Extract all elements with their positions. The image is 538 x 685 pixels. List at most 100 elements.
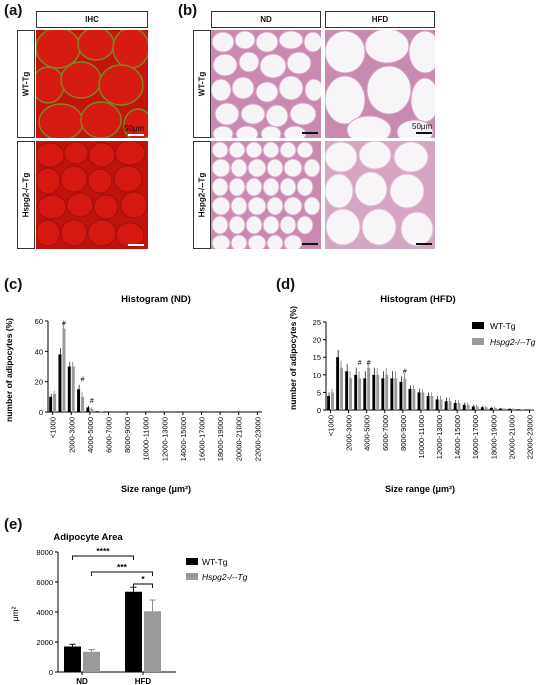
nd-ytick-label: 40 (35, 347, 43, 356)
ihc-scale-label: 50μm (124, 124, 145, 133)
hfd-bar-wt (354, 374, 358, 410)
histogram-hfd-title: Histogram (HFD) (380, 294, 455, 305)
nd-ytick-label: 0 (39, 408, 43, 417)
panel-b-row-ko: Hspg2-/--Tg (193, 141, 211, 249)
hfd-bar-wt (444, 401, 448, 410)
legend-swatch-wt (472, 322, 484, 329)
ihc-scale-bar-2 (128, 244, 144, 246)
he-nd-wt-image (211, 30, 321, 138)
hfd-annotation: # (367, 360, 371, 367)
hfd-ytick-label: 20 (313, 336, 321, 345)
he-hfd-wt-image (325, 30, 435, 138)
area-significance-label: * (141, 574, 145, 584)
hfd-ytick-label: 5 (317, 388, 321, 397)
legend-label-wt: WT-Tg (490, 321, 516, 331)
area-legend-label-wt: WT-Tg (202, 557, 228, 567)
area-ytick-label: 6000 (36, 578, 53, 587)
nd-bar-ko (71, 366, 75, 412)
ihc-scale-bar-1 (128, 134, 144, 136)
hfd-bar-ko (403, 378, 407, 410)
hfd-bar-wt (327, 395, 331, 410)
hfd-bar-wt (462, 404, 466, 410)
hfd-bar-ko (385, 374, 389, 410)
hfd-bar-ko (439, 399, 443, 410)
he-scale-bar-3 (302, 243, 318, 245)
nd-xtick-label: 8000-9000 (123, 417, 132, 453)
area-significance-label: **** (96, 546, 110, 556)
nd-annotation: # (62, 321, 66, 328)
area-bar-ko (144, 611, 161, 672)
hfd-bar-ko (331, 392, 334, 410)
hfd-xtick-label: 22000-23000 (525, 415, 534, 459)
hfd-bar-ko (511, 408, 515, 410)
hfd-xtick-label: 2000-3000 (345, 415, 354, 451)
nd-bar-wt (58, 354, 62, 412)
hfd-xtick-label: 6000-7000 (381, 415, 390, 451)
panel-b-header-hfd: HFD (325, 11, 435, 28)
nd-annotation: # (90, 398, 94, 405)
nd-bar-ko (53, 393, 57, 412)
panel-b-label: (b) (178, 2, 198, 19)
nd-xtick-label: 18000-19000 (216, 417, 225, 461)
histogram-hfd-legend: WT-Tg Hspg2-/--Tg (472, 321, 536, 347)
nd-xtick-label: 6000-7000 (104, 417, 113, 453)
histogram-nd-plot: 0 20 40 60 <1000 2000-3000 4000-5000 6000-7000 8… (35, 317, 263, 461)
hfd-xtick-label: 4000-5000 (363, 415, 372, 451)
area-ytick-label: 4000 (36, 608, 53, 617)
nd-bar-wt (77, 389, 81, 412)
hfd-bar-ko (466, 404, 470, 410)
hfd-ytick-label: 10 (313, 371, 321, 380)
nd-bar-ko (90, 408, 94, 412)
hfd-annotation: # (358, 360, 362, 367)
area-legend-swatch-ko (186, 573, 198, 580)
he-scale-bar-4 (416, 243, 432, 245)
panel-e-label: (e) (4, 516, 23, 533)
nd-xtick-label: 16000-17000 (198, 417, 207, 461)
hfd-ytick-label: 15 (313, 353, 321, 362)
area-bar-wt (125, 591, 142, 672)
hfd-bar-ko (376, 374, 380, 410)
he-scale-label: 50μm (412, 122, 433, 131)
nd-ytick-label: 60 (35, 317, 43, 326)
nd-xtick-label: 22000-23000 (253, 417, 262, 461)
hfd-bar-wt (435, 399, 439, 410)
nd-xtick-label: 4000-5000 (86, 417, 95, 453)
adipocyte-area-chart: Adipocyte Area μm² 0 2000 4000 6000 8000 ND HF… (10, 532, 248, 685)
hfd-bar-ko (349, 378, 353, 410)
hfd-bar-ko (484, 407, 488, 410)
hfd-bar-ko (421, 392, 425, 410)
hfd-bar-ko (448, 401, 452, 410)
hfd-bar-ko (457, 402, 461, 410)
area-significance-bracket (72, 555, 134, 560)
hfd-xtick-label: 16000-17000 (471, 415, 480, 459)
area-ytick-label: 2000 (36, 638, 53, 647)
hfd-ytick-label: 0 (317, 406, 321, 415)
hfd-bar-wt (363, 378, 367, 410)
legend-label-ko: Hspg2-/--Tg (490, 337, 536, 347)
hfd-bar-ko (358, 378, 362, 410)
panel-a-row-ko: Hspg2-/--Tg (17, 141, 35, 249)
adipocyte-area-title: Adipocyte Area (53, 532, 123, 543)
hfd-bar-wt (453, 402, 457, 410)
hfd-bar-ko (394, 378, 398, 410)
hfd-bar-wt (489, 407, 493, 410)
hfd-xtick-label: <1000 (327, 415, 336, 436)
hfd-bar-ko (493, 407, 497, 410)
histogram-hfd-xlabel: Size range (μm²) (385, 484, 455, 494)
hfd-bar-wt (480, 407, 484, 410)
hfd-bar-wt (471, 406, 475, 410)
area-significance-bracket (91, 571, 153, 576)
panel-a-row-wt: WT-Tg (17, 30, 35, 138)
panel-b-row-wt: WT-Tg (193, 30, 211, 138)
histogram-hfd-chart: Histogram (HFD) number of adipocytes (%)… (288, 294, 536, 494)
adipocyte-area-legend: WT-Tg Hspg2-/--Tg (186, 557, 248, 582)
hfd-xtick-label: 12000-13000 (435, 415, 444, 459)
area-bar-ko (83, 651, 100, 672)
panel-a-label: (a) (4, 2, 23, 19)
nd-xtick-label: 10000-11000 (142, 417, 151, 461)
area-ytick-label: 8000 (36, 548, 53, 557)
hfd-bar-ko (502, 408, 506, 410)
histogram-nd-title: Histogram (ND) (121, 294, 191, 305)
hfd-ytick-label: 25 (313, 318, 321, 327)
